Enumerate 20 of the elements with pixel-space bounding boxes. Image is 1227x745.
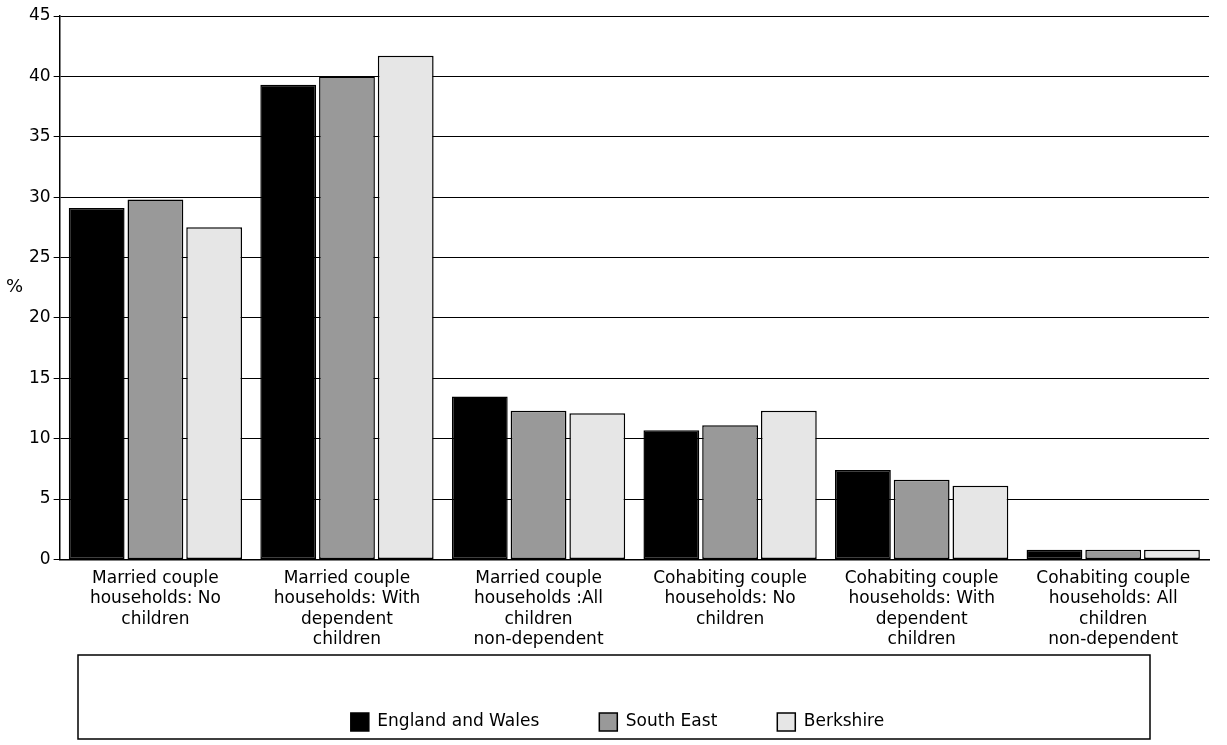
y-tick-label: 10 [28,427,51,448]
legend-label: South East [625,710,718,731]
x-tick-label: Cohabiting couple households: All children non-dependent [1036,567,1191,649]
y-tick-label: 30 [28,185,51,206]
x-tick-label: Cohabiting couple households: With dependent children [844,567,999,649]
y-tick-label: 45 [28,4,51,25]
y-tick-label: 40 [28,64,51,85]
x-tick-label: Married couple households :All children non-dependent [473,567,604,649]
legend-label: England and Wales [377,710,540,731]
y-tick-label: 15 [28,366,51,387]
y-tick-label: 0 [39,547,51,568]
x-tick-label: Married couple households: With dependent children [273,567,421,649]
y-tick-label: 35 [28,125,51,146]
x-tick-label: Married couple households: No children [89,567,221,628]
y-tick-label: 20 [28,306,51,327]
legend-label: Berkshire [803,710,885,731]
y-tick-label: 25 [28,245,51,266]
y-tick-label: 5 [39,487,51,508]
y-axis-title: % [6,275,24,297]
x-tick-label: Cohabiting couple households: No children [653,567,808,628]
